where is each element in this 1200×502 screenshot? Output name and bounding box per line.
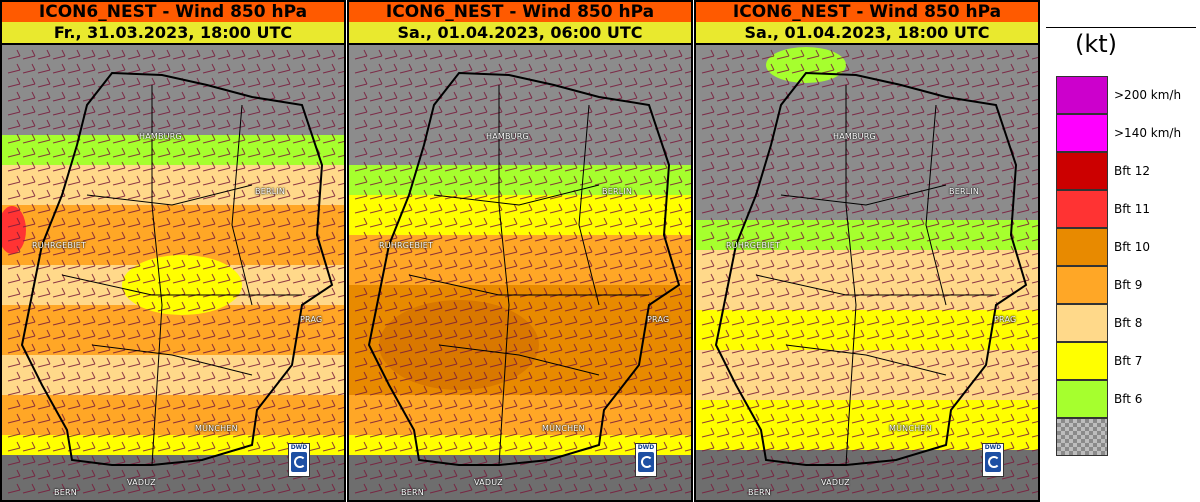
legend-swatch <box>1056 380 1108 418</box>
wind-map: HAMBURG BERLIN RUHRGEBIET PRAG MÜNCHEN V… <box>696 45 1038 500</box>
legend-swatch <box>1056 418 1108 456</box>
panel-time: Sa., 01.04.2023, 18:00 UTC <box>696 22 1038 45</box>
legend-label: >200 km/h <box>1114 88 1182 102</box>
legend-label: Bft 6 <box>1114 392 1143 406</box>
legend-swatch <box>1056 342 1108 380</box>
legend-swatch <box>1056 304 1108 342</box>
city-berlin: BERLIN <box>255 187 286 196</box>
city-bern: BERN <box>748 488 771 497</box>
panel-title: ICON6_NEST - Wind 850 hPa <box>696 2 1038 22</box>
city-bern: BERN <box>54 488 77 497</box>
wind-field <box>2 45 344 500</box>
panel-time: Fr., 31.03.2023, 18:00 UTC <box>2 22 344 45</box>
legend-swatch <box>1056 190 1108 228</box>
legend-label: Bft 11 <box>1114 202 1151 216</box>
city-ruhrgebiet: RUHRGEBIET <box>379 241 434 250</box>
city-vaduz: VADUZ <box>127 478 156 487</box>
dwd-logo-icon <box>291 452 307 472</box>
city-muenchen: MÜNCHEN <box>542 424 585 433</box>
legend-swatch <box>1056 76 1108 114</box>
city-berlin: BERLIN <box>949 187 980 196</box>
dwd-logo: DWD <box>635 443 657 477</box>
legend-swatch <box>1056 114 1108 152</box>
map-panel-1: ICON6_NEST - Wind 850 hPa Fr., 31.03.202… <box>0 0 346 502</box>
legend-label: >140 km/h <box>1114 126 1182 140</box>
wind-map: HAMBURG BERLIN RUHRGEBIET PRAG MÜNCHEN V… <box>349 45 691 500</box>
panel-time: Sa., 01.04.2023, 06:00 UTC <box>349 22 691 45</box>
dwd-logo: DWD <box>982 443 1004 477</box>
panel-title: ICON6_NEST - Wind 850 hPa <box>349 2 691 22</box>
wind-field <box>349 45 691 500</box>
city-hamburg: HAMBURG <box>139 132 182 141</box>
city-muenchen: MÜNCHEN <box>889 424 932 433</box>
dwd-logo: DWD <box>288 443 310 477</box>
city-vaduz: VADUZ <box>821 478 850 487</box>
panel-title: ICON6_NEST - Wind 850 hPa <box>2 2 344 22</box>
wind-field <box>696 45 1038 500</box>
legend-label: Bft 9 <box>1114 278 1143 292</box>
dwd-logo-icon <box>985 452 1001 472</box>
city-ruhrgebiet: RUHRGEBIET <box>726 241 781 250</box>
legend-swatch <box>1056 266 1108 304</box>
city-prag: PRAG <box>300 315 323 324</box>
city-vaduz: VADUZ <box>474 478 503 487</box>
wind-map: HAMBURG BERLIN RUHRGEBIET PRAG MÜNCHEN V… <box>2 45 344 500</box>
city-prag: PRAG <box>994 315 1017 324</box>
legend-label: Bft 8 <box>1114 316 1143 330</box>
map-panel-2: ICON6_NEST - Wind 850 hPa Sa., 01.04.202… <box>347 0 693 502</box>
legend-label: Bft 12 <box>1114 164 1151 178</box>
legend-swatch <box>1056 228 1108 266</box>
legend-unit: (kt) <box>1074 30 1118 58</box>
legend-divider <box>1046 27 1196 28</box>
map-panel-3: ICON6_NEST - Wind 850 hPa Sa., 01.04.202… <box>694 0 1040 502</box>
city-bern: BERN <box>401 488 424 497</box>
dwd-logo-icon <box>638 452 654 472</box>
city-hamburg: HAMBURG <box>833 132 876 141</box>
legend-swatch <box>1056 152 1108 190</box>
city-hamburg: HAMBURG <box>486 132 529 141</box>
legend-label: Bft 10 <box>1114 240 1151 254</box>
city-muenchen: MÜNCHEN <box>195 424 238 433</box>
city-prag: PRAG <box>647 315 670 324</box>
city-ruhrgebiet: RUHRGEBIET <box>32 241 87 250</box>
legend-label: Bft 7 <box>1114 354 1143 368</box>
color-legend: (kt) >200 km/h >140 km/h Bft 12 Bft 11 Bft 1… <box>1043 0 1200 502</box>
city-berlin: BERLIN <box>602 187 633 196</box>
